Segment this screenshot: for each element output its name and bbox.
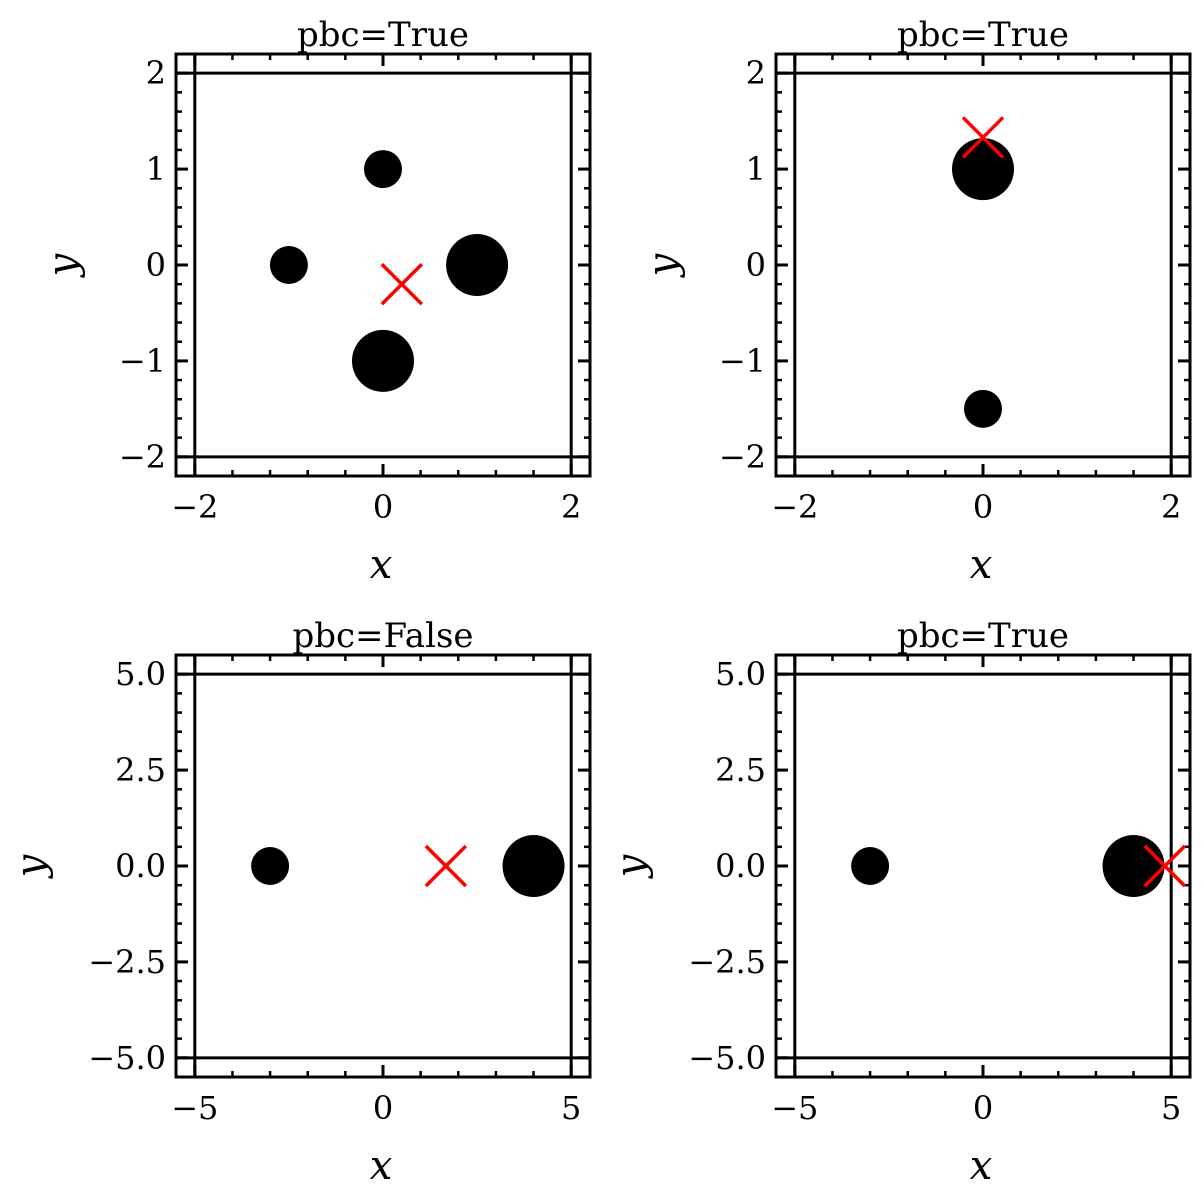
panel-title: pbc=True <box>897 616 1069 656</box>
x-marker-stroke <box>961 116 1005 159</box>
x-tick-label: 2 <box>1161 488 1181 526</box>
y-axis-label: y <box>40 252 86 278</box>
y-tick-label: 5.0 <box>115 655 166 693</box>
x-marker-stroke <box>1143 844 1187 888</box>
x-tick-label: 0 <box>373 1089 393 1127</box>
panel-title: pbc=False <box>292 616 473 656</box>
x-tick-label: 5 <box>1161 1089 1181 1127</box>
y-tick-label: −1 <box>719 342 766 380</box>
panel-4: pbc=True −5 0 5 −5.0 −2.5 0.0 2.5 5.0 x y <box>608 616 1192 1189</box>
x-marker <box>1143 844 1187 888</box>
data-point <box>364 150 402 189</box>
x-tick-label: 0 <box>973 1089 993 1127</box>
y-tick-label: −2 <box>119 438 166 476</box>
panel-title: pbc=True <box>297 15 469 55</box>
y-tick-label: 2.5 <box>715 751 766 789</box>
panel-title: pbc=True <box>897 15 1069 55</box>
panel-1: pbc=True −2 0 2 −2 −1 0 1 2 x y <box>40 15 592 588</box>
y-axis-label: y <box>8 853 54 879</box>
x-tick-label: 0 <box>373 488 393 526</box>
data-point <box>502 835 565 897</box>
y-tick-label: 2.5 <box>115 751 166 789</box>
x-tick-label: 5 <box>561 1089 581 1127</box>
panel-2: pbc=True −2 0 2 −2 −1 0 1 2 x y <box>640 15 1192 588</box>
y-tick-label: 5.0 <box>715 655 766 693</box>
y-tick-label: −1 <box>119 342 166 380</box>
x-tick-label: −5 <box>171 1089 218 1127</box>
x-marker-stroke <box>424 844 468 888</box>
x-marker <box>961 116 1005 159</box>
y-tick-label: 0 <box>746 246 766 284</box>
y-tick-label: 1 <box>146 150 166 188</box>
panel-3: pbc=False −5 0 5 −5.0 −2.5 0.0 2.5 5.0 x y <box>8 616 592 1189</box>
y-tick-label: −2 <box>719 438 766 476</box>
data-point <box>1102 835 1165 897</box>
data-point <box>964 389 1002 428</box>
x-marker <box>424 844 468 888</box>
x-axis-label: x <box>970 542 993 588</box>
data-point <box>251 847 290 885</box>
data-point <box>851 847 890 885</box>
x-tick-label: 0 <box>973 488 993 526</box>
y-tick-label: 2 <box>746 54 766 92</box>
y-tick-label: 0.0 <box>115 847 166 885</box>
y-axis-label: y <box>640 252 686 278</box>
y-axis-label: y <box>608 853 654 879</box>
y-tick-label: 0.0 <box>715 847 766 885</box>
x-axis-label: x <box>370 1143 393 1189</box>
y-tick-label: 2 <box>146 54 166 92</box>
x-axis-label: x <box>970 1143 993 1189</box>
x-tick-label: −2 <box>771 488 818 526</box>
x-tick-label: −2 <box>171 488 218 526</box>
x-tick-label: −5 <box>771 1089 818 1127</box>
y-tick-label: −2.5 <box>688 943 766 981</box>
x-marker <box>380 262 424 306</box>
y-tick-label: 0 <box>146 246 166 284</box>
y-tick-label: −2.5 <box>88 943 166 981</box>
x-tick-label: 2 <box>561 488 581 526</box>
x-marker-stroke <box>380 262 424 306</box>
data-point <box>352 329 414 392</box>
y-tick-label: −5.0 <box>88 1039 166 1077</box>
x-axis-label: x <box>370 542 393 588</box>
y-tick-label: 1 <box>746 150 766 188</box>
data-point <box>446 234 509 296</box>
data-point <box>952 138 1014 201</box>
y-tick-label: −5.0 <box>688 1039 766 1077</box>
data-point <box>269 246 308 284</box>
